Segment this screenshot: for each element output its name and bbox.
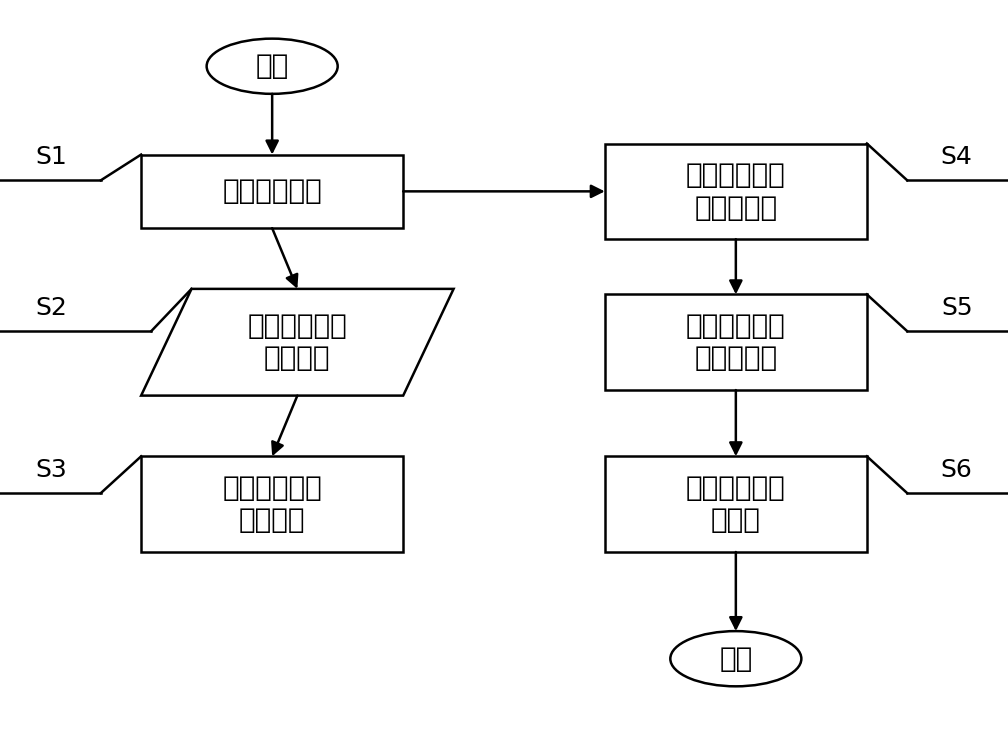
Text: 交互输入支撑
结构参数: 交互输入支撑 结构参数 bbox=[248, 312, 347, 372]
Bar bbox=[605, 144, 867, 239]
Text: 布置支撑结构
的支撑点阵: 布置支撑结构 的支撑点阵 bbox=[686, 161, 785, 222]
Ellipse shape bbox=[207, 38, 338, 94]
Text: S1: S1 bbox=[35, 145, 67, 169]
Text: S4: S4 bbox=[940, 145, 973, 169]
Text: 创建支撑结构
的实体: 创建支撑结构 的实体 bbox=[686, 474, 785, 534]
Text: 零件模型载入: 零件模型载入 bbox=[223, 177, 322, 205]
Text: S5: S5 bbox=[941, 296, 973, 320]
Text: S6: S6 bbox=[940, 458, 973, 482]
Text: 开始: 开始 bbox=[256, 52, 288, 80]
Polygon shape bbox=[141, 289, 454, 396]
Text: S3: S3 bbox=[35, 458, 67, 482]
Bar bbox=[605, 456, 867, 552]
Text: S2: S2 bbox=[35, 296, 68, 320]
Bar bbox=[605, 294, 867, 390]
Text: 结束: 结束 bbox=[720, 645, 752, 673]
Text: 计算点阵中支
撑杆的方位: 计算点阵中支 撑杆的方位 bbox=[686, 312, 785, 372]
Bar bbox=[141, 155, 403, 228]
Bar bbox=[141, 456, 403, 552]
Text: 计算支撑结构
的包围盒: 计算支撑结构 的包围盒 bbox=[223, 474, 322, 534]
Ellipse shape bbox=[670, 631, 801, 686]
